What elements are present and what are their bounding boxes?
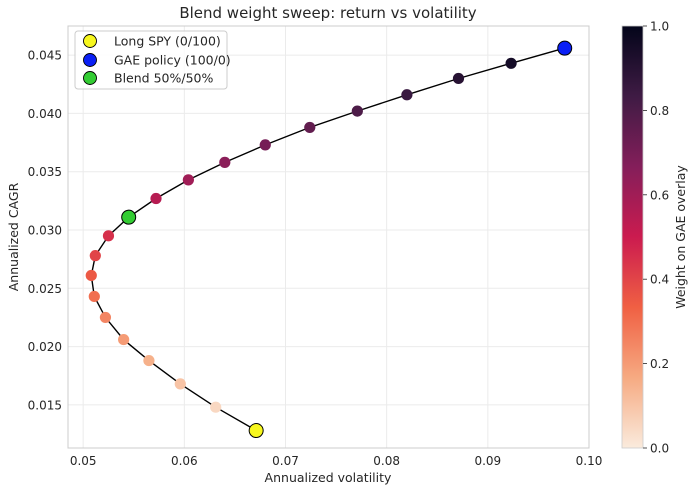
sweep-point — [143, 354, 155, 367]
sweep-point — [174, 378, 186, 390]
colorbar-label: Weight on GAE overlay — [673, 165, 688, 309]
sweep-point — [452, 72, 465, 85]
sweep-point — [89, 250, 101, 262]
x-tick-label: 0.06 — [171, 454, 198, 468]
y-tick-label: 0.045 — [28, 49, 62, 63]
chart-title: Blend weight sweep: return vs volatility — [179, 4, 476, 22]
plot-background — [68, 26, 589, 448]
legend-label-gae-policy: GAE policy (100/0) — [114, 53, 231, 68]
highlight-points — [121, 40, 573, 439]
x-tick-label: 0.09 — [474, 454, 501, 468]
colorbar-gradient — [621, 25, 644, 449]
y-tick-label: 0.015 — [28, 398, 62, 412]
colorbar-tick-label: 0.6 — [650, 188, 669, 202]
highlight-gae-policy — [557, 40, 573, 56]
legend-label-long-spy: Long SPY (0/100) — [114, 34, 221, 49]
sweep-point — [401, 89, 413, 101]
colorbar-tick-label: 0.4 — [650, 273, 669, 287]
sweep-point — [210, 401, 222, 413]
colorbar-tick-label: 0.8 — [650, 104, 669, 118]
y-tick-label: 0.040 — [28, 107, 62, 121]
sweep-point — [88, 290, 100, 303]
sweep-point — [505, 57, 517, 69]
legend-marker-blend — [83, 71, 97, 85]
x-ticks: 0.05 0.06 0.07 0.08 0.09 0.10 — [70, 454, 603, 468]
legend-marker-gae-policy — [83, 53, 97, 67]
y-tick-label: 0.035 — [28, 165, 62, 179]
grid-lines — [68, 26, 590, 448]
colorbar: 0.0 0.2 0.4 0.6 0.8 1.0 Weight on GAE overlay — [621, 20, 688, 456]
colorbar-tick-label: 1.0 — [650, 20, 669, 34]
sweep-point — [150, 192, 162, 205]
sweep-point — [118, 333, 130, 346]
sweep-point — [99, 311, 112, 324]
x-tick-label: 0.05 — [70, 454, 97, 468]
x-axis-label: Annualized volatility — [265, 470, 392, 485]
highlight-long-spy — [248, 423, 264, 439]
y-tick-label: 0.020 — [28, 340, 62, 354]
y-ticks: 0.015 0.020 0.025 0.030 0.035 0.040 0.045 — [28, 49, 62, 413]
legend-marker-long-spy — [83, 34, 97, 48]
y-tick-label: 0.030 — [28, 224, 62, 238]
sweep-point — [304, 121, 316, 134]
colorbar-tick-label: 0.2 — [650, 357, 669, 371]
sweep-point — [102, 230, 115, 242]
plot-frame — [67, 25, 590, 449]
y-tick-label: 0.025 — [28, 282, 62, 296]
x-tick-label: 0.10 — [576, 454, 603, 468]
highlight-blend — [121, 209, 137, 225]
plot-area: 0.05 0.06 0.07 0.08 0.09 0.10 0.015 0.020 0.025… — [28, 25, 603, 468]
y-axis-label: Annualized CAGR — [6, 182, 21, 291]
sweep-point — [259, 139, 271, 151]
sweep-point — [351, 105, 363, 117]
sweep-point — [85, 269, 97, 282]
x-tick-label: 0.07 — [272, 454, 299, 468]
x-tick-label: 0.08 — [373, 454, 400, 468]
sweep-point — [182, 174, 194, 186]
colorbar-ticks: 0.0 0.2 0.4 0.6 0.8 1.0 — [643, 20, 669, 456]
colorbar-tick-label: 0.0 — [650, 442, 669, 456]
sweep-point — [219, 156, 231, 168]
legend: Long SPY (0/100) GAE policy (100/0) Blen… — [74, 30, 231, 90]
legend-box — [74, 30, 228, 90]
legend-label-blend: Blend 50%/50% — [114, 71, 213, 86]
